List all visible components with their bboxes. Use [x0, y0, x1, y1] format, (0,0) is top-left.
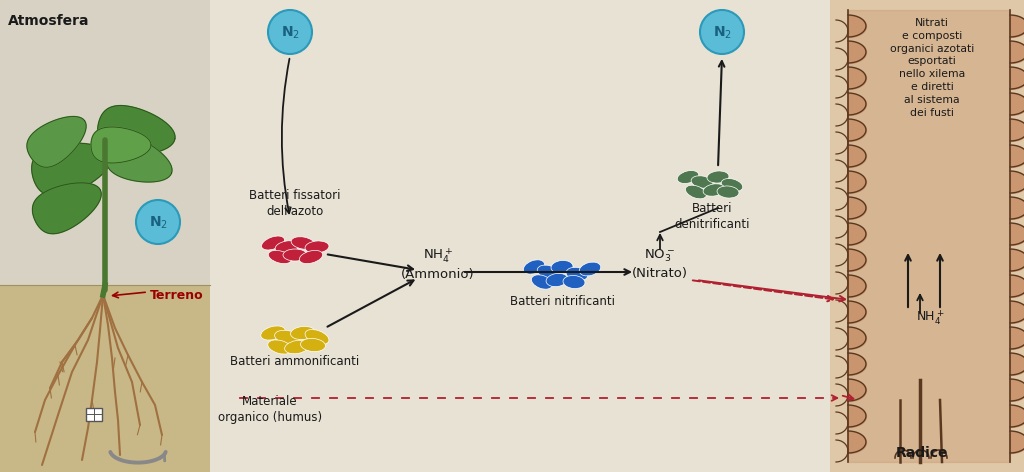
- Ellipse shape: [551, 261, 573, 274]
- Text: N$_2$: N$_2$: [713, 25, 731, 41]
- Circle shape: [136, 200, 180, 244]
- Text: Radice: Radice: [896, 446, 948, 460]
- Text: Nitrati
e composti
organici azotati
esportati
nello xilema
e diretti
al sistema
: Nitrati e composti organici azotati espo…: [890, 18, 974, 118]
- Ellipse shape: [717, 186, 739, 198]
- Ellipse shape: [268, 251, 292, 263]
- Ellipse shape: [566, 267, 588, 281]
- Text: NH$_4^+$
(Ammonio): NH$_4^+$ (Ammonio): [401, 246, 475, 281]
- Ellipse shape: [275, 241, 299, 253]
- Ellipse shape: [283, 249, 307, 261]
- Text: NO$_3^-$
(Nitrato): NO$_3^-$ (Nitrato): [632, 248, 688, 280]
- Text: Batteri fissatori
dell'azoto: Batteri fissatori dell'azoto: [249, 189, 341, 218]
- Ellipse shape: [305, 329, 329, 345]
- Ellipse shape: [580, 262, 601, 276]
- Ellipse shape: [563, 276, 585, 288]
- Ellipse shape: [261, 326, 286, 340]
- Polygon shape: [105, 136, 172, 182]
- Polygon shape: [97, 106, 175, 155]
- Ellipse shape: [291, 237, 314, 249]
- Ellipse shape: [300, 338, 326, 352]
- Ellipse shape: [707, 171, 729, 183]
- Ellipse shape: [523, 260, 545, 274]
- Text: Batteri
denitrificanti: Batteri denitrificanti: [674, 202, 750, 231]
- Bar: [0, 285, 210, 472]
- Ellipse shape: [691, 176, 713, 188]
- Bar: [0, 0, 210, 472]
- Text: Batteri ammonificanti: Batteri ammonificanti: [230, 355, 359, 368]
- Ellipse shape: [703, 184, 725, 196]
- Polygon shape: [27, 117, 86, 167]
- Ellipse shape: [546, 273, 568, 287]
- Text: Atmosfera: Atmosfera: [8, 14, 89, 28]
- Bar: [830, 0, 1024, 472]
- Text: NH$_4^+$: NH$_4^+$: [915, 309, 944, 328]
- Bar: [86, 408, 102, 421]
- Polygon shape: [32, 143, 111, 196]
- Ellipse shape: [285, 340, 309, 354]
- Circle shape: [268, 10, 312, 54]
- Ellipse shape: [721, 178, 742, 192]
- Text: Batteri nitrificanti: Batteri nitrificanti: [510, 295, 614, 308]
- Ellipse shape: [274, 330, 299, 344]
- Ellipse shape: [291, 327, 315, 339]
- Polygon shape: [91, 127, 151, 163]
- Text: N$_2$: N$_2$: [281, 25, 299, 41]
- Ellipse shape: [677, 170, 698, 184]
- Ellipse shape: [299, 251, 323, 263]
- Ellipse shape: [305, 241, 329, 253]
- Polygon shape: [33, 183, 101, 234]
- Ellipse shape: [261, 236, 285, 250]
- Ellipse shape: [538, 265, 559, 279]
- Ellipse shape: [531, 275, 553, 289]
- Text: N$_2$: N$_2$: [148, 215, 168, 231]
- Ellipse shape: [685, 185, 707, 199]
- Ellipse shape: [268, 340, 292, 354]
- Circle shape: [700, 10, 744, 54]
- Text: Materiale
organico (humus): Materiale organico (humus): [218, 395, 323, 424]
- Text: Terreno: Terreno: [150, 289, 204, 302]
